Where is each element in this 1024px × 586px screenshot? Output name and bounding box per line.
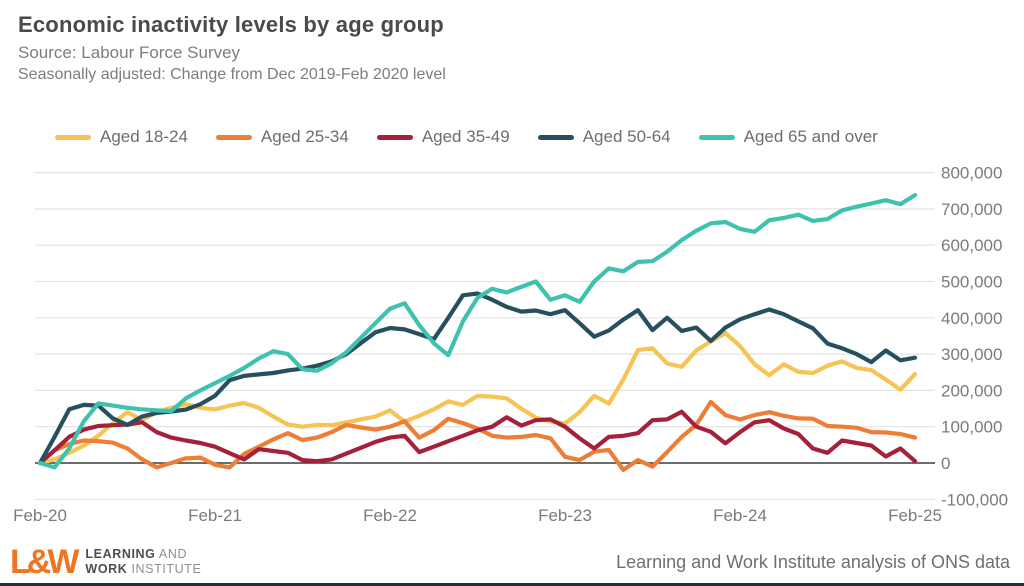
series-line-aged-65-and-over — [37, 192, 918, 470]
legend-label: Aged 35-49 — [421, 127, 510, 146]
y-axis-tick-label: 600,000 — [941, 236, 1002, 255]
lw-logo-text: LEARNING AND WORK INSTITUTE — [85, 547, 201, 577]
legend-label: Aged 25-34 — [260, 127, 349, 146]
x-axis-tick-label: Feb-25 — [888, 506, 942, 525]
x-axis-tick-label: Feb-23 — [538, 506, 592, 525]
legend-label: Aged 65 and over — [743, 127, 878, 146]
page-title: Economic inactivity levels by age group — [18, 12, 444, 37]
y-axis-tick-label: 700,000 — [941, 200, 1002, 219]
series-line-aged-18-24 — [37, 330, 918, 466]
legend-swatch — [376, 134, 413, 140]
legend-label: Aged 18-24 — [100, 127, 188, 146]
y-axis-tick-label: 500,000 — [941, 273, 1002, 292]
chart-legend: Aged 18-24 Aged 25-34 Aged 35-49 Aged 50-64… — [55, 127, 878, 147]
legend-swatch — [537, 134, 574, 140]
x-axis-tick-label: Feb-21 — [188, 506, 242, 525]
y-axis-tick-label: 0 — [941, 454, 950, 473]
logo-line2-light: INSTITUTE — [127, 562, 202, 576]
legend-swatch — [55, 134, 91, 140]
y-axis-tick-label: 100,000 — [941, 418, 1002, 437]
y-axis-tick-label: 400,000 — [941, 309, 1002, 328]
series-line-aged-50-64 — [37, 291, 918, 466]
y-axis-tick-label: 300,000 — [941, 345, 1002, 364]
logo-line2-bold: WORK — [85, 562, 128, 576]
lw-logo-mark: L&W — [10, 543, 79, 581]
lw-logo: L&W LEARNING AND WORK INSTITUTE — [10, 545, 201, 579]
legend-item-aged-25-34: Aged 25-34 — [215, 127, 349, 147]
logo-line1-bold: LEARNING — [85, 547, 156, 561]
legend-item-aged-18-24: Aged 18-24 — [55, 127, 188, 147]
y-axis-tick-label: 200,000 — [941, 381, 1002, 400]
series-line-aged-35-49 — [37, 409, 918, 466]
legend-swatch — [698, 134, 735, 140]
chart-adjustment-note: Seasonally adjusted: Change from Dec 201… — [18, 66, 446, 83]
x-axis-tick-label: Feb-24 — [713, 506, 767, 525]
chart-source-label: Source: Labour Force Survey — [18, 43, 241, 62]
y-axis-tick-label: -100,000 — [941, 490, 1008, 509]
x-axis-tick-label: Feb-20 — [13, 506, 67, 525]
y-axis-tick-label: 800,000 — [941, 164, 1002, 183]
legend-swatch — [215, 134, 252, 140]
line-chart: 800,000 700,000 600,000 500,000 400,000 300,0… — [13, 164, 1008, 525]
bottom-border — [0, 583, 1024, 586]
legend-item-aged-50-64: Aged 50-64 — [537, 127, 671, 147]
legend-item-aged-35-49: Aged 35-49 — [376, 127, 510, 147]
logo-line1-light: AND — [155, 547, 188, 561]
chart-area: 800,000 700,000 600,000 500,000 400,000 300,0… — [0, 160, 1024, 535]
attribution-text: Learning and Work Institute analysis of … — [616, 552, 1010, 572]
x-axis-tick-label: Feb-22 — [363, 506, 417, 525]
legend-item-aged-65-and-over: Aged 65 and over — [698, 127, 878, 147]
legend-label: Aged 50-64 — [582, 127, 671, 146]
